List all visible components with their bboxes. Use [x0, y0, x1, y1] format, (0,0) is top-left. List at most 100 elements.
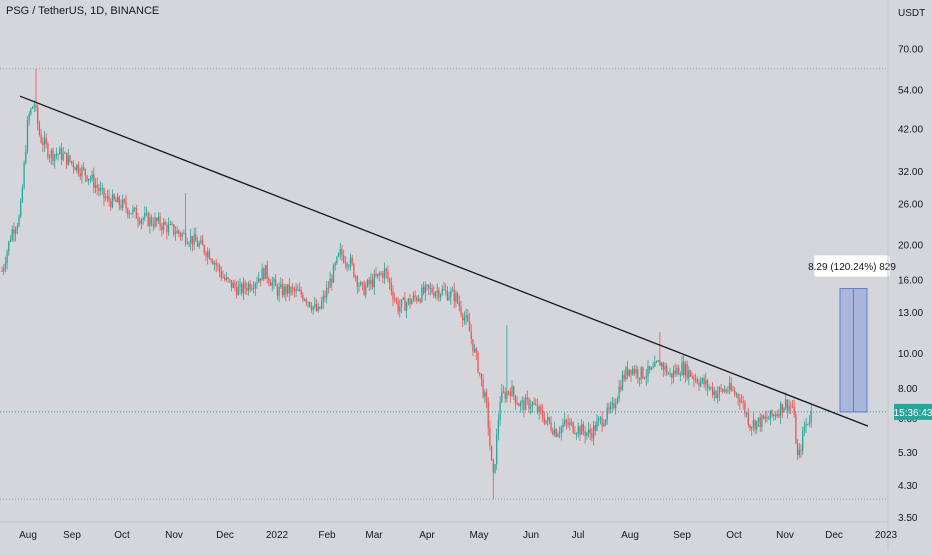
candle-body	[642, 367, 644, 378]
y-tick-label: 3.50	[898, 513, 918, 524]
candle-body	[60, 148, 63, 160]
candle-body	[455, 293, 457, 302]
candle-body	[575, 433, 578, 435]
candle-body	[198, 243, 200, 247]
candle-body	[62, 153, 64, 160]
candle-body	[193, 234, 195, 245]
candle-body	[526, 397, 528, 399]
candle-body	[514, 395, 517, 404]
candle-body	[417, 299, 420, 301]
candle-body	[475, 348, 477, 353]
candle-body	[649, 365, 651, 370]
candle-body	[123, 199, 126, 202]
candle-body	[242, 282, 245, 294]
candle-body	[773, 414, 775, 416]
x-tick-label: Nov	[776, 530, 794, 541]
candle-body	[33, 105, 35, 107]
candle-body	[86, 175, 88, 181]
candle-body	[547, 417, 549, 421]
candle-body	[81, 167, 83, 177]
candle-body	[38, 123, 41, 135]
candle-body	[759, 417, 761, 428]
candle-body	[382, 273, 384, 278]
candle-body	[184, 232, 187, 244]
candle-body	[275, 279, 277, 287]
candle-body	[572, 422, 574, 433]
candle-body	[531, 402, 534, 407]
y-tick-label: 20.00	[898, 241, 923, 252]
candle-body	[589, 429, 591, 434]
candle-body	[21, 186, 24, 202]
y-tick-label: 26.00	[898, 200, 923, 211]
candle-body	[11, 229, 13, 241]
candle-body	[530, 406, 532, 409]
measure-label: 8.29 (120.24%) 829	[808, 262, 896, 273]
candle-body	[569, 422, 571, 425]
candle-body	[739, 398, 741, 403]
candle-body	[424, 284, 426, 294]
candle-body	[339, 249, 341, 254]
candle-body	[300, 289, 302, 295]
candle-body	[337, 253, 340, 257]
candle-body	[431, 288, 433, 293]
candle-body	[246, 288, 248, 291]
candle-body	[217, 265, 219, 267]
candle-body	[365, 286, 367, 295]
candle-body	[225, 277, 228, 280]
candle-body	[567, 421, 569, 425]
candle-body	[297, 289, 299, 291]
candle-body	[660, 362, 663, 366]
candle-body	[176, 230, 178, 234]
trendline	[19, 95, 869, 427]
candle-body	[264, 264, 267, 280]
candle-body	[591, 433, 593, 439]
candle-body	[276, 286, 279, 296]
candle-body	[419, 299, 421, 302]
y-tick-label: 54.00	[898, 85, 923, 96]
candle-body	[638, 377, 641, 380]
x-tick-label: Dec	[825, 530, 843, 541]
candle-body	[749, 424, 751, 429]
candle-body	[42, 142, 44, 146]
candle-body	[411, 300, 413, 305]
candle-body	[548, 417, 551, 423]
candle-body	[744, 402, 746, 414]
candle-body	[428, 284, 430, 289]
candle-body	[557, 434, 559, 437]
candle-body	[713, 391, 715, 396]
candle-body	[679, 374, 681, 376]
candle-body	[67, 155, 69, 165]
candle-body	[487, 401, 489, 428]
candle-body	[778, 413, 780, 417]
candle-body	[371, 279, 374, 288]
candle-body	[152, 224, 154, 227]
candle-body	[48, 157, 51, 159]
candle-body	[145, 213, 148, 215]
y-tick-label: 13.00	[898, 308, 923, 319]
candle-body	[769, 410, 772, 419]
candle-body	[388, 278, 391, 283]
candle-body	[723, 389, 726, 392]
candle-body	[101, 188, 103, 190]
candle-body	[603, 424, 605, 427]
candle-body	[293, 288, 296, 292]
candle-body	[485, 392, 488, 402]
candle-body	[186, 243, 188, 245]
candle-body	[412, 295, 415, 301]
candle-body	[519, 402, 522, 407]
candle-body	[208, 251, 211, 259]
candle-body	[72, 162, 75, 168]
candle-body	[659, 360, 661, 366]
candle-body	[74, 167, 76, 171]
candle-body	[735, 393, 738, 395]
y-axis-unit-label: USDT	[898, 8, 925, 19]
candle-body	[654, 362, 656, 367]
candle-body	[535, 404, 537, 406]
x-tick-label: 2023	[875, 530, 898, 541]
candle-body	[786, 399, 789, 411]
candle-body	[564, 420, 566, 425]
candle-body	[655, 361, 658, 363]
candle-body	[681, 361, 683, 375]
